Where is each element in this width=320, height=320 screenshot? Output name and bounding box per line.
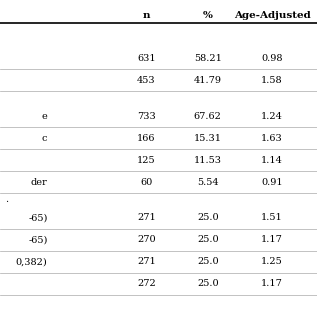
Text: 270: 270 (137, 236, 156, 244)
Text: 733: 733 (137, 111, 156, 121)
Text: 25.0: 25.0 (197, 258, 219, 267)
Text: Age-Adjusted: Age-Adjusted (234, 11, 310, 20)
Text: 1.14: 1.14 (261, 156, 283, 164)
Text: 453: 453 (137, 76, 156, 84)
Text: 1.24: 1.24 (261, 111, 283, 121)
Text: 25.0: 25.0 (197, 213, 219, 222)
Text: c: c (42, 133, 47, 142)
Text: 0,382): 0,382) (16, 258, 47, 267)
Text: 15.31: 15.31 (194, 133, 222, 142)
Text: 166: 166 (137, 133, 156, 142)
Text: 60: 60 (140, 178, 153, 187)
Text: 1.17: 1.17 (261, 236, 283, 244)
Text: -65): -65) (28, 213, 47, 222)
Text: 125: 125 (137, 156, 156, 164)
Text: 271: 271 (137, 213, 156, 222)
Text: 25.0: 25.0 (197, 279, 219, 289)
Text: 0.98: 0.98 (261, 53, 283, 62)
Text: 1.25: 1.25 (261, 258, 283, 267)
Text: 0.91: 0.91 (261, 178, 283, 187)
Text: n: n (143, 11, 150, 20)
Text: 58.21: 58.21 (194, 53, 222, 62)
Text: %: % (203, 11, 213, 20)
Text: der: der (31, 178, 47, 187)
Text: 41.79: 41.79 (194, 76, 222, 84)
Text: 1.63: 1.63 (261, 133, 283, 142)
Text: 5.54: 5.54 (197, 178, 219, 187)
Text: 1.58: 1.58 (261, 76, 283, 84)
Text: 272: 272 (137, 279, 156, 289)
Text: 67.62: 67.62 (194, 111, 222, 121)
Text: 631: 631 (137, 53, 156, 62)
Text: .: . (5, 196, 8, 204)
Text: 271: 271 (137, 258, 156, 267)
Text: 1.17: 1.17 (261, 279, 283, 289)
Text: -65): -65) (28, 236, 47, 244)
Text: e: e (42, 111, 47, 121)
Text: 1.51: 1.51 (261, 213, 283, 222)
Text: 11.53: 11.53 (194, 156, 222, 164)
Text: 25.0: 25.0 (197, 236, 219, 244)
